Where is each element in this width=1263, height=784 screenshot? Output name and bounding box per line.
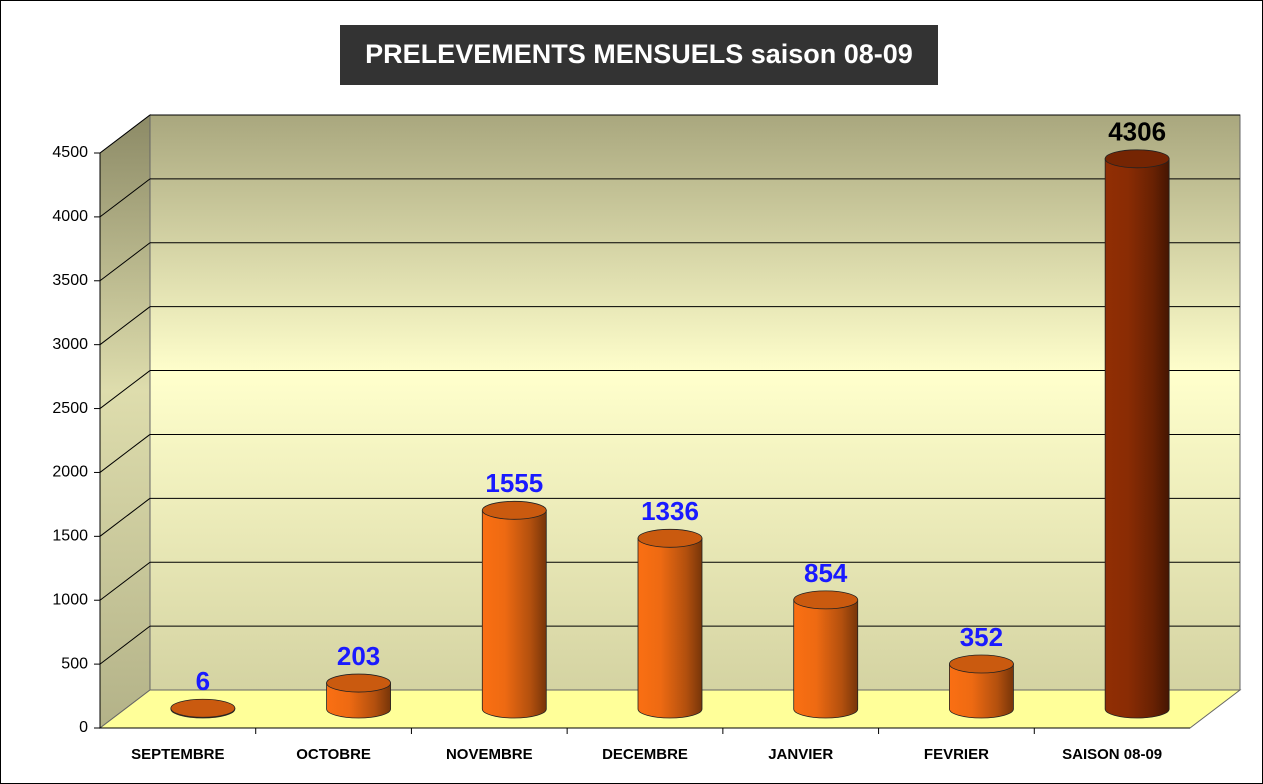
grid-line bbox=[99, 370, 151, 409]
grid-line bbox=[99, 306, 151, 346]
bar-top bbox=[793, 590, 859, 610]
x-tick-label: NOVEMBRE bbox=[446, 746, 533, 763]
bar bbox=[326, 682, 391, 719]
x-tick-label: SEPTEMBRE bbox=[131, 746, 224, 763]
bar-top bbox=[1104, 149, 1170, 169]
x-tick-label: SAISON 08-09 bbox=[1062, 746, 1162, 763]
x-tick-label: JANVIER bbox=[768, 746, 833, 763]
bar-top bbox=[170, 698, 236, 718]
bar bbox=[949, 663, 1014, 719]
x-tick-label: FEVRIER bbox=[924, 746, 989, 763]
y-tick-label: 4000 bbox=[52, 208, 88, 225]
bar bbox=[481, 509, 547, 719]
x-tick-label: OCTOBRE bbox=[296, 746, 371, 763]
y-tick-label: 2000 bbox=[52, 464, 88, 481]
grid-line bbox=[99, 497, 151, 537]
data-label: 6 bbox=[196, 666, 210, 696]
y-tick-label: 4500 bbox=[52, 144, 88, 161]
grid-line bbox=[99, 178, 151, 218]
y-tick-label: 1500 bbox=[52, 528, 88, 545]
data-label: 1336 bbox=[641, 496, 699, 526]
data-label: 352 bbox=[960, 622, 1003, 652]
bar bbox=[793, 599, 859, 719]
y-tick-label: 3500 bbox=[52, 272, 88, 289]
data-label: 854 bbox=[804, 558, 848, 588]
y-tick-label: 2500 bbox=[52, 400, 88, 417]
chart-title: PRELEVEMENTS MENSUELS saison 08-09 bbox=[365, 39, 913, 69]
data-label: 1555 bbox=[485, 468, 543, 498]
grid-line bbox=[99, 114, 151, 154]
grid-line bbox=[99, 625, 151, 665]
grid-line bbox=[99, 242, 151, 282]
y-tick-label: 0 bbox=[79, 719, 88, 736]
bar-top bbox=[637, 528, 703, 548]
data-label: 203 bbox=[337, 641, 380, 671]
bar-top bbox=[326, 673, 391, 693]
y-tick-label: 1000 bbox=[52, 591, 88, 608]
grid-line bbox=[99, 561, 151, 601]
bar bbox=[637, 537, 703, 719]
y-tick-label: 500 bbox=[61, 655, 88, 672]
bar bbox=[1104, 158, 1170, 719]
title-box bbox=[340, 25, 938, 85]
bar-top bbox=[949, 654, 1014, 674]
side-wall bbox=[99, 113, 151, 730]
data-label: 4306 bbox=[1108, 117, 1166, 147]
grid-line bbox=[99, 434, 151, 473]
x-tick-label: DECEMBRE bbox=[602, 746, 688, 763]
y-tick-label: 3000 bbox=[52, 336, 88, 353]
bar-top bbox=[481, 500, 547, 520]
